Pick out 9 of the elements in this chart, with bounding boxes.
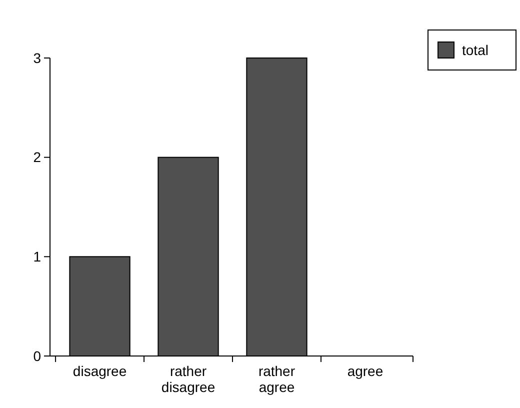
x-tick-label: agree [347, 363, 384, 379]
x-tick-label: rather agree [258, 363, 296, 395]
x-tick-label: disagree [72, 363, 127, 379]
y-tick-label: 2 [33, 149, 42, 166]
y-tick-label: 3 [33, 50, 42, 66]
y-tick-label: 1 [33, 248, 42, 265]
y-tick-label: 0 [33, 348, 42, 364]
legend-label: total [462, 42, 488, 58]
x-tick-label: rather disagree [161, 363, 216, 395]
